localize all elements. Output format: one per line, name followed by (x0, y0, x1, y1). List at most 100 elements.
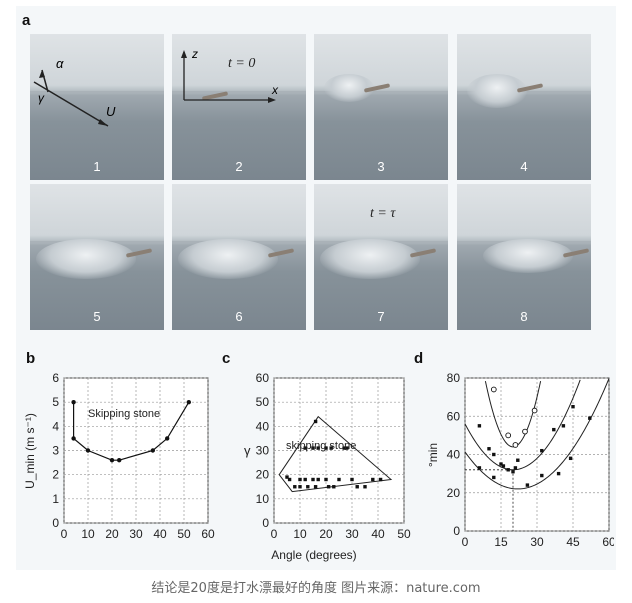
gamma-label: γ (38, 91, 45, 105)
data-point (571, 404, 575, 409)
panel-letter-a: a (22, 12, 31, 29)
photo-number: 2 (235, 159, 243, 174)
y-tick-label: 5 (52, 395, 59, 409)
x-tick-label: 15 (494, 535, 508, 549)
data-point (165, 436, 170, 441)
data-point (525, 483, 530, 487)
data-point (477, 466, 482, 470)
data-point (568, 456, 573, 461)
data-point (490, 386, 497, 393)
data-point (71, 399, 76, 405)
data-point (506, 468, 510, 472)
y-tick-label: 10 (256, 492, 270, 506)
annotation-label: Skipping stone (88, 408, 160, 420)
data-point (477, 424, 482, 428)
data-point (492, 452, 496, 457)
y-tick-label: 50 (256, 395, 270, 409)
y-tick-label: 80 (447, 371, 461, 385)
chart-c: 0 10 20 30 40 50 0 10 20 30 40 50 60 skipping stone γ A… (244, 371, 411, 562)
photo-number: 7 (377, 309, 385, 324)
data-point (561, 424, 566, 428)
data-point (342, 446, 346, 450)
data-point (71, 436, 76, 441)
data-point (378, 477, 383, 482)
time-label: t = 0 (228, 56, 256, 71)
data-point (540, 473, 544, 478)
data-point (355, 485, 359, 489)
data-point (316, 446, 320, 450)
data-point (324, 446, 328, 450)
y-tick-label: 4 (52, 419, 59, 433)
y-tick-label: 0 (262, 516, 269, 530)
data-point (345, 446, 349, 450)
x-axis-label: x (271, 83, 279, 97)
photo-number: 1 (93, 159, 101, 174)
fitted-curve (464, 379, 581, 471)
x-tick-label: 0 (61, 527, 68, 541)
photo-frame: 8 (457, 184, 591, 330)
y-tick-label: 60 (256, 371, 270, 385)
x-tick-label: 20 (319, 527, 333, 541)
alpha-label: α (56, 56, 64, 71)
y-axis-label: °min (426, 443, 440, 467)
data-point (350, 477, 354, 482)
data-point (337, 477, 341, 482)
panel-letter-d: d (414, 350, 424, 367)
data-point (298, 485, 302, 489)
series-line (72, 401, 190, 461)
x-tick-label: 40 (153, 527, 167, 541)
data-point (306, 485, 310, 489)
velocity-diagram: α γ U (33, 56, 116, 127)
data-point (186, 399, 191, 405)
data-point (512, 442, 519, 448)
data-point (329, 446, 333, 450)
x-tick-label: 10 (81, 527, 95, 541)
data-point (499, 462, 503, 466)
data-point (287, 477, 292, 482)
y-tick-label: 40 (447, 448, 461, 462)
annotation-label: skipping stone (286, 440, 356, 452)
data-point (313, 419, 318, 424)
caption: 结论是20度是打水漂最好的角度 图片来源：nature.com (151, 581, 481, 596)
photo-frame: 3 (314, 34, 448, 180)
data-point (371, 477, 375, 482)
data-point (556, 471, 561, 476)
y-tick-label: 30 (256, 444, 270, 458)
photo-frame: 4 (457, 34, 591, 180)
y-tick-label: 40 (256, 419, 270, 433)
fitted-curve (464, 378, 610, 490)
y-tick-label: 60 (447, 409, 461, 423)
data-point (326, 485, 331, 489)
photo-frame: 1 α γ U (30, 34, 164, 180)
water-splash (178, 239, 278, 279)
chart-b: 0 10 20 30 40 50 60 0 1 2 3 4 5 6 Skipping stone U_min … (23, 371, 215, 541)
x-tick-label: 60 (201, 527, 215, 541)
y-tick-label: 3 (52, 444, 59, 458)
y-tick-label: 20 (256, 468, 270, 482)
x-tick-label: 30 (345, 527, 359, 541)
photo-number: 5 (93, 309, 101, 324)
data-point (332, 485, 336, 489)
data-point (117, 457, 122, 463)
data-point (316, 477, 320, 482)
fitted-curve (484, 380, 542, 448)
data-point (505, 432, 512, 439)
data-point (150, 448, 155, 453)
chart-d: 0 15 30 45 60 0 20 40 60 80 °min (426, 371, 614, 549)
data-point (531, 407, 538, 414)
x-tick-label: 30 (129, 527, 143, 541)
x-tick-label: 60 (602, 535, 614, 549)
data-point (311, 446, 315, 450)
x-tick-label: 40 (371, 527, 385, 541)
y-tick-label: 2 (52, 468, 59, 482)
data-point (552, 427, 556, 432)
data-point (303, 477, 307, 482)
y-tick-label: 1 (52, 492, 59, 506)
photo-number: 8 (520, 309, 528, 324)
photo-frame: t = τ 7 (314, 184, 448, 330)
photo-number: 3 (377, 159, 385, 174)
y-tick-label: 0 (52, 516, 59, 530)
data-point (487, 447, 491, 451)
data-point (298, 477, 302, 482)
